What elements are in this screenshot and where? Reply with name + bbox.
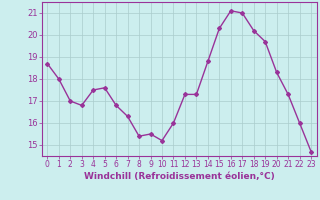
X-axis label: Windchill (Refroidissement éolien,°C): Windchill (Refroidissement éolien,°C) <box>84 172 275 181</box>
